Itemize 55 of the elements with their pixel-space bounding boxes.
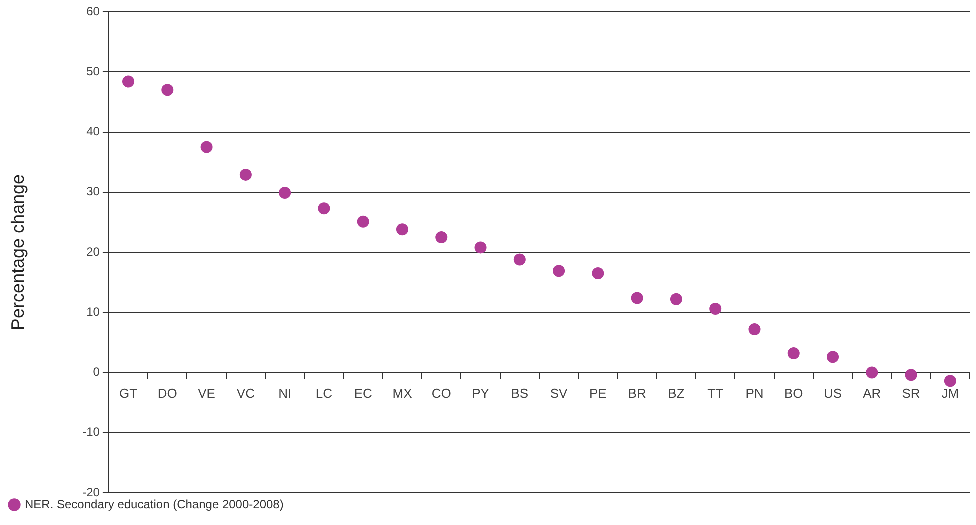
x-tick-label: GT xyxy=(119,386,138,402)
x-tick-label: LC xyxy=(316,386,333,402)
point xyxy=(631,292,644,304)
y-tick-label: 20 xyxy=(86,244,100,259)
legend-label: NER. Secondary education (Change 2000-2008) xyxy=(25,497,284,512)
x-tick-label: PE xyxy=(590,386,608,402)
point xyxy=(240,168,252,181)
y-axis-title: Percentage change xyxy=(8,174,28,331)
x-tick-label: AR xyxy=(863,386,882,402)
y-tick-label: -20 xyxy=(82,485,100,500)
y-tick-label: 40 xyxy=(86,124,100,139)
y-tick-label: 60 xyxy=(86,4,100,18)
x-tick-label: NI xyxy=(278,386,292,402)
x-tick-label: SV xyxy=(550,386,568,402)
point xyxy=(514,254,526,266)
x-tick-label: US xyxy=(824,386,842,402)
x-tick-label: VC xyxy=(236,386,255,402)
point xyxy=(357,216,370,228)
x-tick-label: BR xyxy=(628,386,646,402)
x-tick-label: EC xyxy=(354,386,372,402)
point xyxy=(944,375,956,388)
point xyxy=(122,76,135,88)
point xyxy=(592,268,604,280)
x-tick-label: JM xyxy=(942,386,960,402)
point xyxy=(748,323,761,336)
x-tick-label: VE xyxy=(198,386,216,402)
y-tick-label: 50 xyxy=(86,64,100,78)
y-tick-label: 0 xyxy=(93,365,100,380)
y-tick-label: -10 xyxy=(82,425,100,440)
point xyxy=(553,265,566,278)
point xyxy=(396,224,408,236)
x-tick-label: PN xyxy=(746,386,764,402)
x-tick-label: TT xyxy=(708,386,724,402)
x-tick-label: CO xyxy=(432,386,452,402)
point xyxy=(162,84,174,96)
point xyxy=(710,303,722,316)
x-tick-label: BO xyxy=(784,386,804,402)
point xyxy=(788,348,800,360)
point xyxy=(905,369,918,382)
point xyxy=(670,293,682,306)
point xyxy=(474,242,487,254)
x-tick-label: PY xyxy=(472,386,490,402)
x-tick-label: BS xyxy=(511,386,529,402)
point xyxy=(200,141,213,154)
x-tick-label: MX xyxy=(392,386,413,402)
x-tick-label: SR xyxy=(902,386,920,402)
point xyxy=(827,351,840,364)
point xyxy=(866,366,878,379)
y-tick-label: 10 xyxy=(86,304,100,319)
point xyxy=(279,186,292,199)
x-tick-label: BZ xyxy=(668,386,685,402)
point xyxy=(318,202,330,215)
y-tick-label: 30 xyxy=(86,184,100,199)
x-tick-label: DO xyxy=(158,386,178,402)
point xyxy=(436,231,448,244)
